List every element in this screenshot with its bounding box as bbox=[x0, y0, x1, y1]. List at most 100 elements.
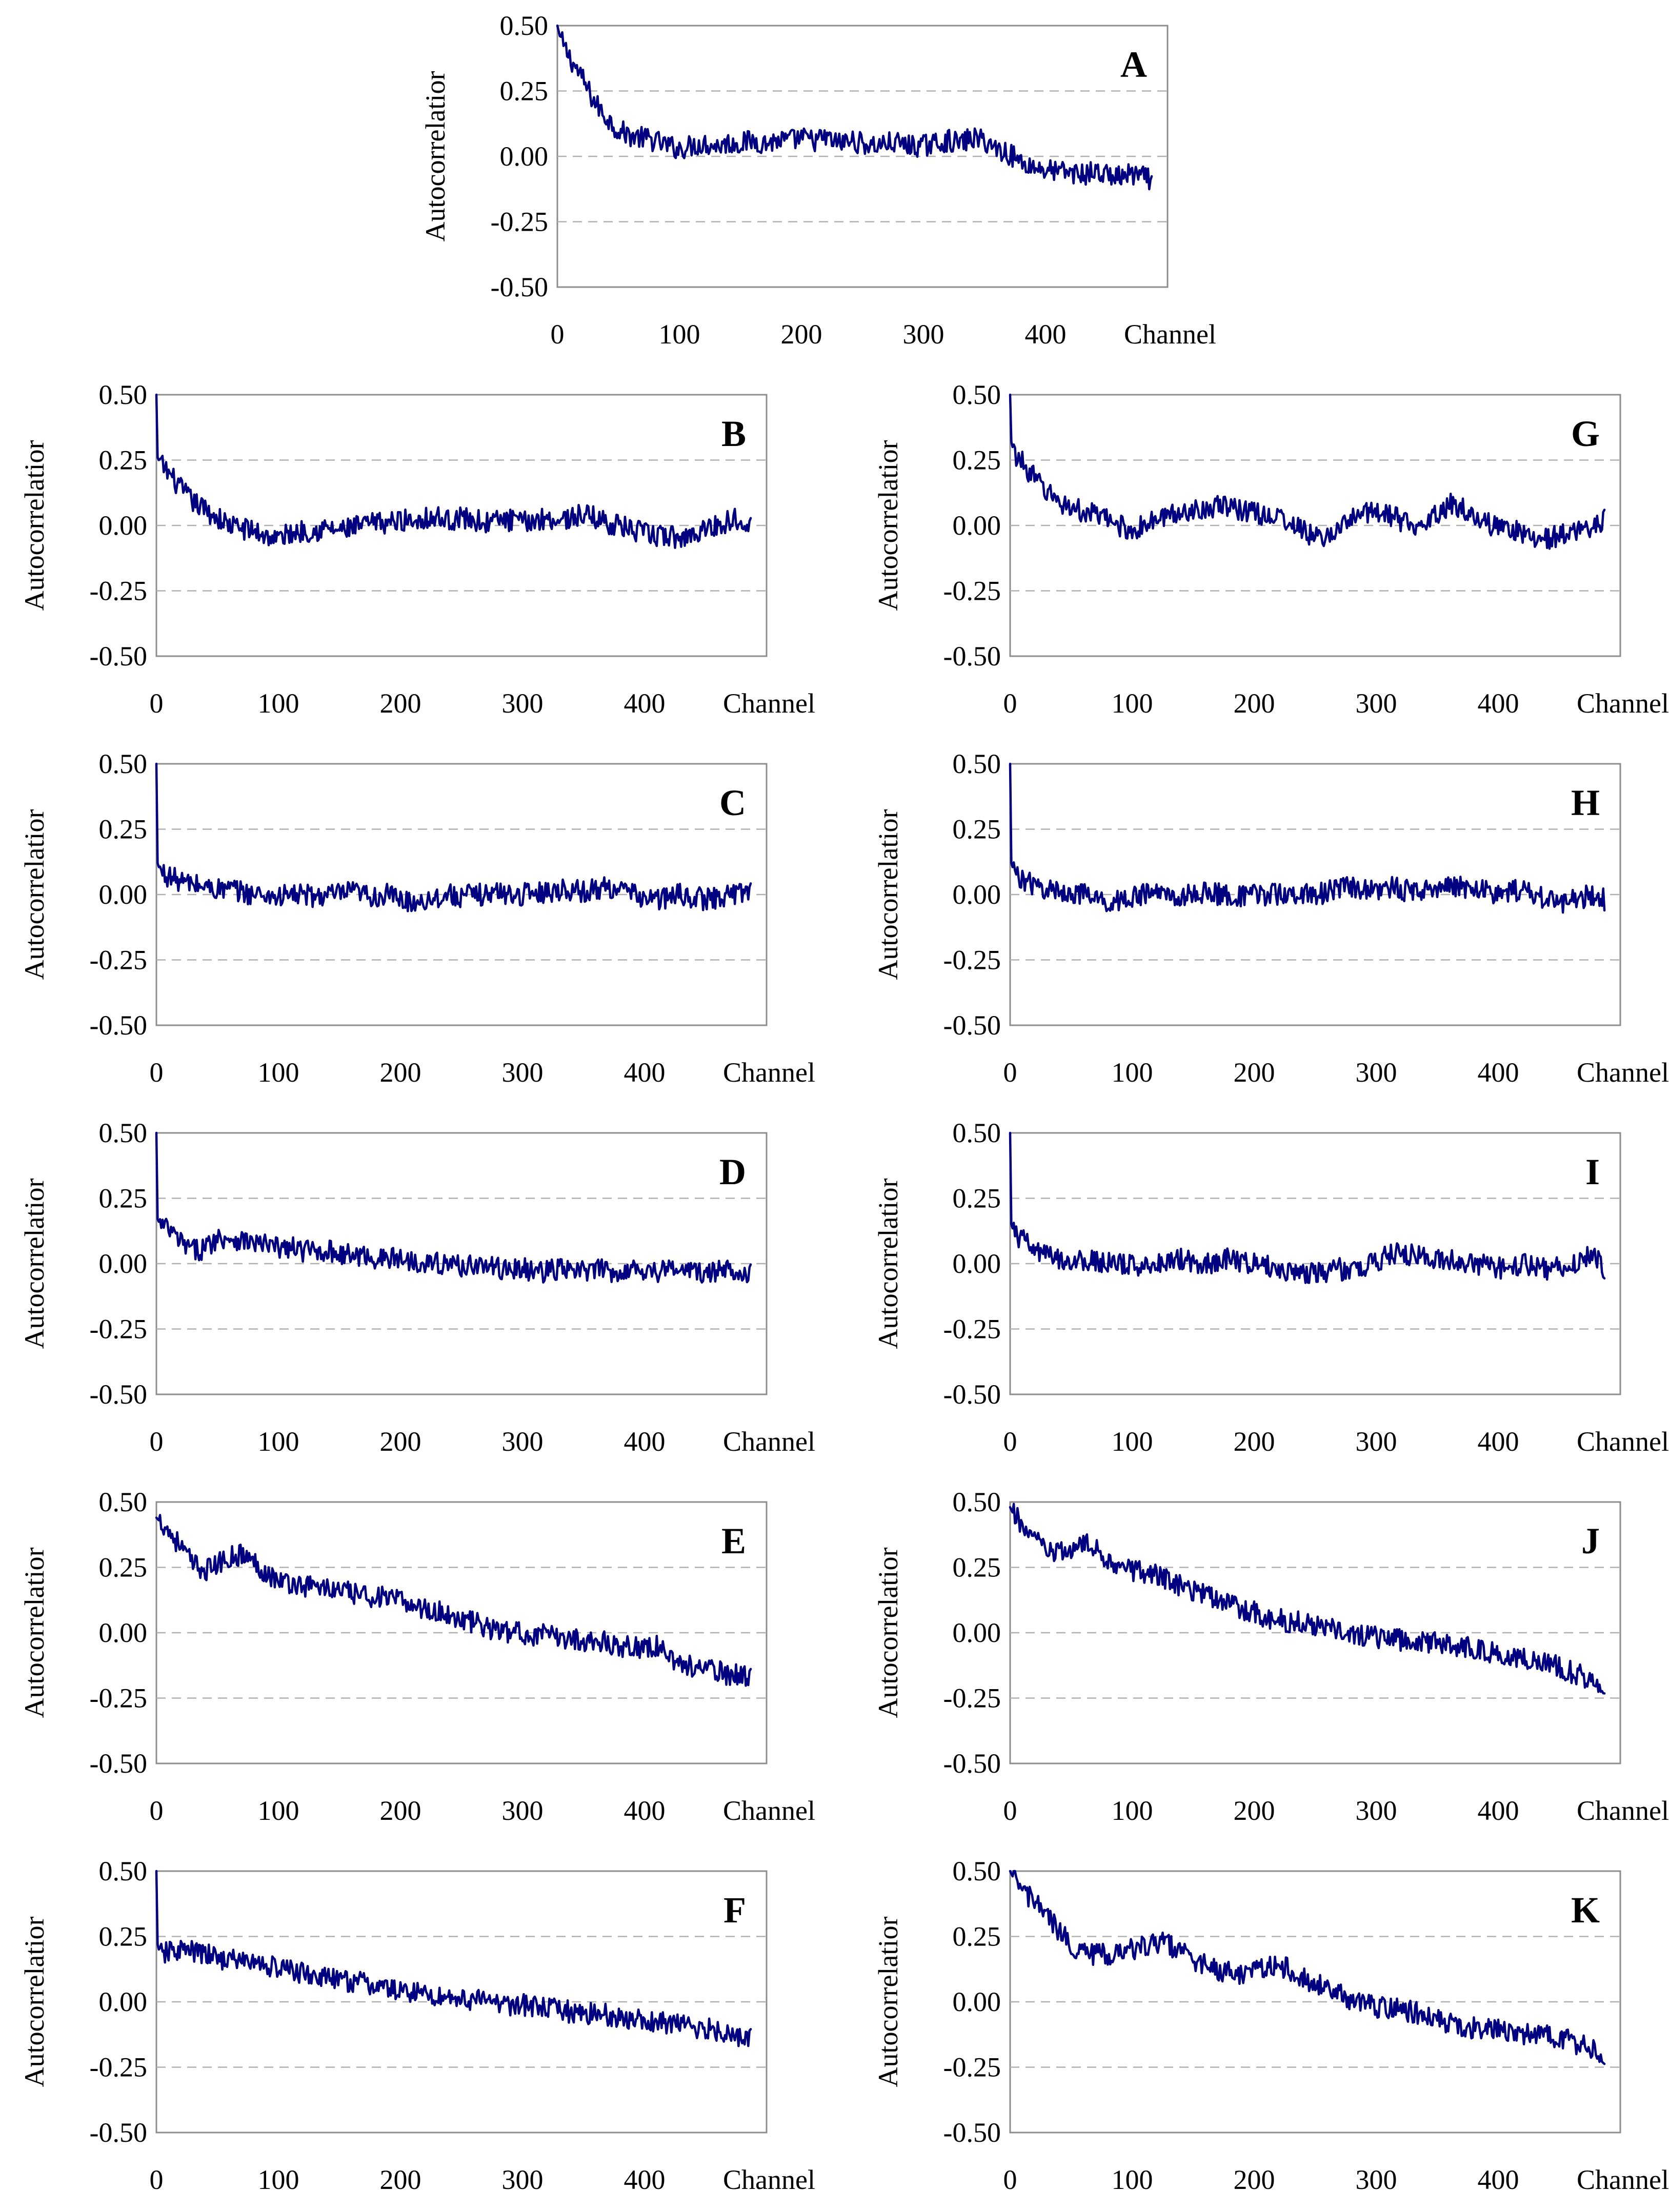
x-tick-label: 200 bbox=[380, 1426, 421, 1457]
y-axis-label: Autocorrelatior bbox=[19, 1917, 50, 2087]
x-tick-label: 200 bbox=[380, 1057, 421, 1088]
y-tick-label: 0.25 bbox=[99, 1183, 148, 1214]
y-tick-label: 0.00 bbox=[99, 1617, 148, 1648]
series-line bbox=[155, 1870, 752, 2047]
x-tick-label: 100 bbox=[1112, 688, 1153, 719]
panel-letter: A bbox=[1120, 44, 1147, 85]
series-line bbox=[1009, 762, 1606, 914]
y-tick-label: -0.25 bbox=[90, 2052, 147, 2083]
x-tick-label: 300 bbox=[1356, 1057, 1397, 1088]
y-tick-label: 0.50 bbox=[99, 1118, 148, 1148]
y-tick-label: -0.50 bbox=[943, 1379, 1001, 1410]
x-tick-label: 400 bbox=[1478, 1057, 1519, 1088]
panel-letter: G bbox=[1571, 413, 1600, 454]
x-tick-label: 300 bbox=[502, 1057, 544, 1088]
y-tick-label: -0.25 bbox=[943, 945, 1001, 976]
y-tick-label: -0.25 bbox=[90, 945, 147, 976]
y-tick-label: 0.25 bbox=[953, 445, 1001, 476]
y-tick-label: -0.25 bbox=[90, 1314, 147, 1345]
y-axis-label: Autocorrelatior bbox=[873, 1179, 903, 1349]
x-tick-label: 0 bbox=[150, 1795, 164, 1826]
x-axis-label: Channel bbox=[723, 688, 815, 719]
x-tick-label: 100 bbox=[258, 1795, 299, 1826]
y-tick-label: 0.00 bbox=[99, 1986, 148, 2017]
x-tick-label: 200 bbox=[1234, 1795, 1275, 1826]
x-tick-label: 100 bbox=[258, 1426, 299, 1457]
series-line bbox=[556, 24, 1153, 191]
y-axis-label: Autocorrelatior bbox=[873, 1548, 903, 1718]
y-tick-label: -0.50 bbox=[491, 272, 548, 302]
chart-panel-a: 0.50 0.25 0.00 -0.25 -0.500 100 200 300 400 Chann… bbox=[420, 10, 1216, 350]
x-tick-label: 100 bbox=[258, 2164, 299, 2195]
x-tick-label: 300 bbox=[1356, 2164, 1397, 2195]
y-tick-label: 0.00 bbox=[953, 879, 1001, 910]
series-line bbox=[155, 762, 752, 912]
y-tick-label: -0.25 bbox=[943, 2052, 1001, 2083]
y-tick-label: 0.00 bbox=[99, 510, 148, 541]
x-tick-label: 400 bbox=[624, 2164, 666, 2195]
y-tick-label: 0.50 bbox=[99, 379, 148, 410]
y-tick-label: 0.25 bbox=[953, 1552, 1001, 1583]
x-tick-label: 400 bbox=[624, 688, 666, 719]
panel-letter: K bbox=[1571, 1890, 1600, 1931]
y-axis-label: Autocorrelatior bbox=[420, 71, 451, 242]
y-tick-label: 0.00 bbox=[953, 1248, 1001, 1279]
y-axis-label: Autocorrelatior bbox=[19, 809, 50, 980]
panel-letter: D bbox=[719, 1151, 746, 1192]
x-axis-label: Channel bbox=[1577, 1795, 1669, 1826]
y-tick-label: 0.50 bbox=[953, 379, 1001, 410]
x-tick-label: 0 bbox=[1003, 1057, 1017, 1088]
x-tick-label: 100 bbox=[258, 688, 299, 719]
y-tick-label: 0.25 bbox=[953, 814, 1001, 845]
x-tick-label: 100 bbox=[1112, 1057, 1153, 1088]
series-line bbox=[155, 393, 752, 549]
y-tick-label: 0.50 bbox=[99, 748, 148, 779]
chart-panel-j: 0.50 0.25 0.00 -0.25 -0.500 100 200 300 400 Chann… bbox=[873, 1487, 1669, 1826]
x-axis-label: Channel bbox=[723, 1057, 815, 1088]
chart-panel-h: 0.50 0.25 0.00 -0.25 -0.500 100 200 300 400 Chann… bbox=[873, 748, 1669, 1088]
series-line bbox=[155, 1514, 752, 1687]
x-tick-label: 100 bbox=[659, 319, 700, 350]
y-tick-label: 0.00 bbox=[99, 1248, 148, 1279]
x-tick-label: 0 bbox=[150, 688, 164, 719]
chart-panel-i: 0.50 0.25 0.00 -0.25 -0.500 100 200 300 400 Chann… bbox=[873, 1118, 1669, 1457]
y-tick-label: -0.50 bbox=[943, 641, 1001, 672]
plot-area bbox=[155, 1501, 768, 1764]
plot-area bbox=[1009, 394, 1621, 657]
y-tick-label: -0.50 bbox=[90, 2117, 147, 2148]
x-axis-label: Channel bbox=[1577, 1057, 1669, 1088]
x-tick-label: 300 bbox=[502, 2164, 544, 2195]
panel-letter: E bbox=[721, 1520, 746, 1561]
series-line bbox=[1009, 393, 1606, 550]
y-tick-label: -0.50 bbox=[943, 2117, 1001, 2148]
chart-panel-g: 0.50 0.25 0.00 -0.25 -0.500 100 200 300 400 Chann… bbox=[873, 379, 1669, 719]
y-tick-label: 0.50 bbox=[99, 1487, 148, 1517]
series-line bbox=[155, 1131, 752, 1284]
x-tick-label: 100 bbox=[1112, 2164, 1153, 2195]
y-axis-label: Autocorrelatior bbox=[873, 1917, 903, 2087]
y-axis-label: Autocorrelatior bbox=[19, 1179, 50, 1349]
x-tick-label: 400 bbox=[1478, 2164, 1519, 2195]
x-tick-label: 200 bbox=[380, 2164, 421, 2195]
x-tick-label: 0 bbox=[1003, 688, 1017, 719]
y-axis-label: Autocorrelatior bbox=[873, 440, 903, 611]
x-tick-label: 200 bbox=[781, 319, 822, 350]
y-tick-label: 0.50 bbox=[953, 748, 1001, 779]
x-tick-label: 200 bbox=[1234, 688, 1275, 719]
x-tick-label: 0 bbox=[150, 1057, 164, 1088]
y-tick-label: -0.25 bbox=[90, 1683, 147, 1714]
x-tick-label: 300 bbox=[1356, 1795, 1397, 1826]
x-tick-label: 200 bbox=[380, 1795, 421, 1826]
x-tick-label: 0 bbox=[150, 2164, 164, 2195]
x-axis-label: Channel bbox=[723, 2164, 815, 2195]
panel-letter: C bbox=[719, 782, 746, 823]
chart-panel-k: 0.50 0.25 0.00 -0.25 -0.500 100 200 300 400 Chann… bbox=[873, 1856, 1669, 2195]
x-axis-label: Channel bbox=[1577, 2164, 1669, 2195]
x-tick-label: 300 bbox=[1356, 688, 1397, 719]
x-tick-label: 300 bbox=[903, 319, 944, 350]
y-tick-label: 0.50 bbox=[99, 1856, 148, 1886]
y-tick-label: 0.25 bbox=[99, 1552, 148, 1583]
x-axis-label: Channel bbox=[1577, 1426, 1669, 1457]
x-tick-label: 0 bbox=[150, 1426, 164, 1457]
plot-area bbox=[1009, 1870, 1621, 2134]
